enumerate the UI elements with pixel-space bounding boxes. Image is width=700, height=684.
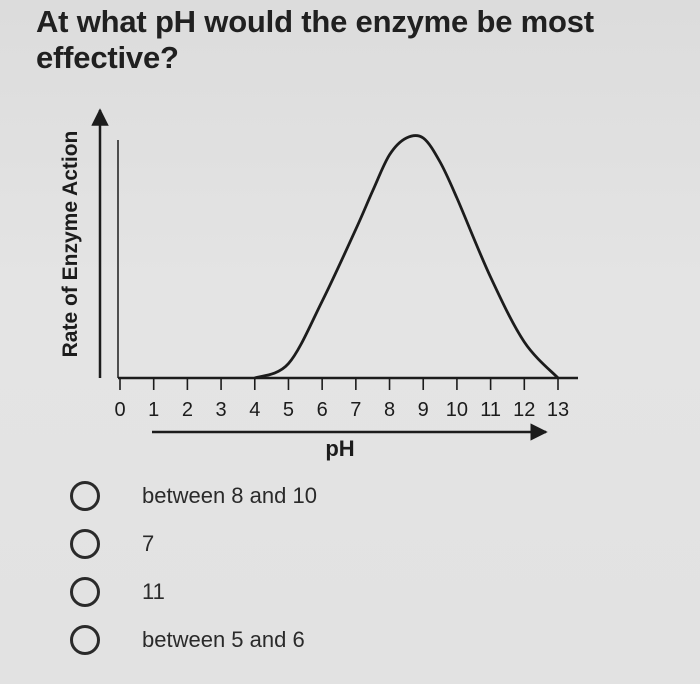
x-tick-label: 11 [480,399,501,421]
radio-button-icon[interactable] [70,577,100,607]
enzyme-activity-curve [254,134,560,380]
y-axis-label: Rate of Enzyme Action [59,131,82,358]
x-tick-label: 13 [547,399,569,421]
x-tick-label: 2 [182,399,193,421]
x-tick-label: 7 [350,399,361,421]
option-between-8-and-10[interactable]: between 8 and 10 [70,476,317,516]
x-tick-label: 10 [446,399,468,421]
option-label: 7 [142,531,155,556]
radio-button-icon[interactable] [70,625,100,655]
x-tick-label: 1 [148,399,159,421]
x-tick-label: 6 [317,399,328,421]
option-label: 11 [142,579,165,604]
x-axis-label: pH [325,436,354,461]
option-label: between 8 and 10 [142,483,317,508]
question-text: At what pH would the enzyme be most effe… [36,4,594,75]
radio-button-icon[interactable] [70,481,100,511]
x-tick-label: 3 [216,399,227,421]
option-between-5-and-6[interactable]: between 5 and 6 [70,620,305,660]
option-7[interactable]: 7 [70,524,154,564]
x-tick-label: 5 [283,399,294,421]
x-tick-label: 4 [249,399,260,421]
x-tick-label: 12 [513,399,535,421]
option-label: between 5 and 6 [142,627,305,652]
x-tick-label: 0 [114,399,125,421]
radio-button-icon[interactable] [70,529,100,559]
x-tick-label: 9 [418,399,429,421]
option-11[interactable]: 11 [70,572,165,612]
x-tick-label: 8 [384,399,395,421]
